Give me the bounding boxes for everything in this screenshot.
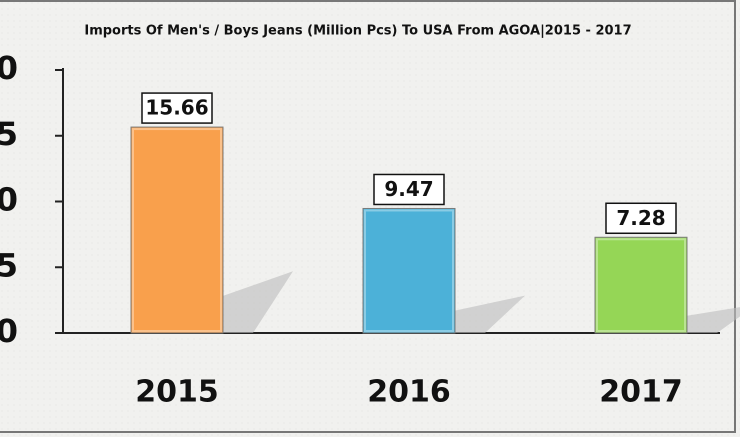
bar-bevel	[132, 128, 222, 332]
x-tick-label: 2017	[599, 375, 683, 410]
bar-shadow	[223, 271, 293, 333]
value-label: 15.66	[145, 96, 208, 120]
y-tick-label: 20	[0, 49, 18, 87]
y-tick-label: 5	[0, 246, 18, 284]
value-label: 7.28	[616, 206, 665, 230]
y-tick-label: 15	[0, 115, 18, 153]
bar	[594, 236, 688, 334]
y-tick-label: 10	[0, 181, 18, 219]
bar	[130, 126, 224, 334]
x-tick-label: 2015	[135, 375, 219, 410]
value-label-box	[141, 92, 213, 124]
chart-title: Imports Of Men's / Boys Jeans (Million P…	[84, 24, 631, 39]
bar-shadow	[455, 295, 525, 333]
bar-shadow	[687, 307, 740, 333]
bar-bevel	[596, 238, 686, 333]
bar-bevel	[364, 209, 454, 332]
value-label: 9.47	[384, 177, 433, 201]
bar	[362, 207, 456, 334]
value-label-box	[373, 173, 445, 206]
value-label-box	[605, 202, 677, 235]
x-tick-label: 2016	[367, 375, 451, 410]
y-tick-label: 0	[0, 312, 18, 350]
